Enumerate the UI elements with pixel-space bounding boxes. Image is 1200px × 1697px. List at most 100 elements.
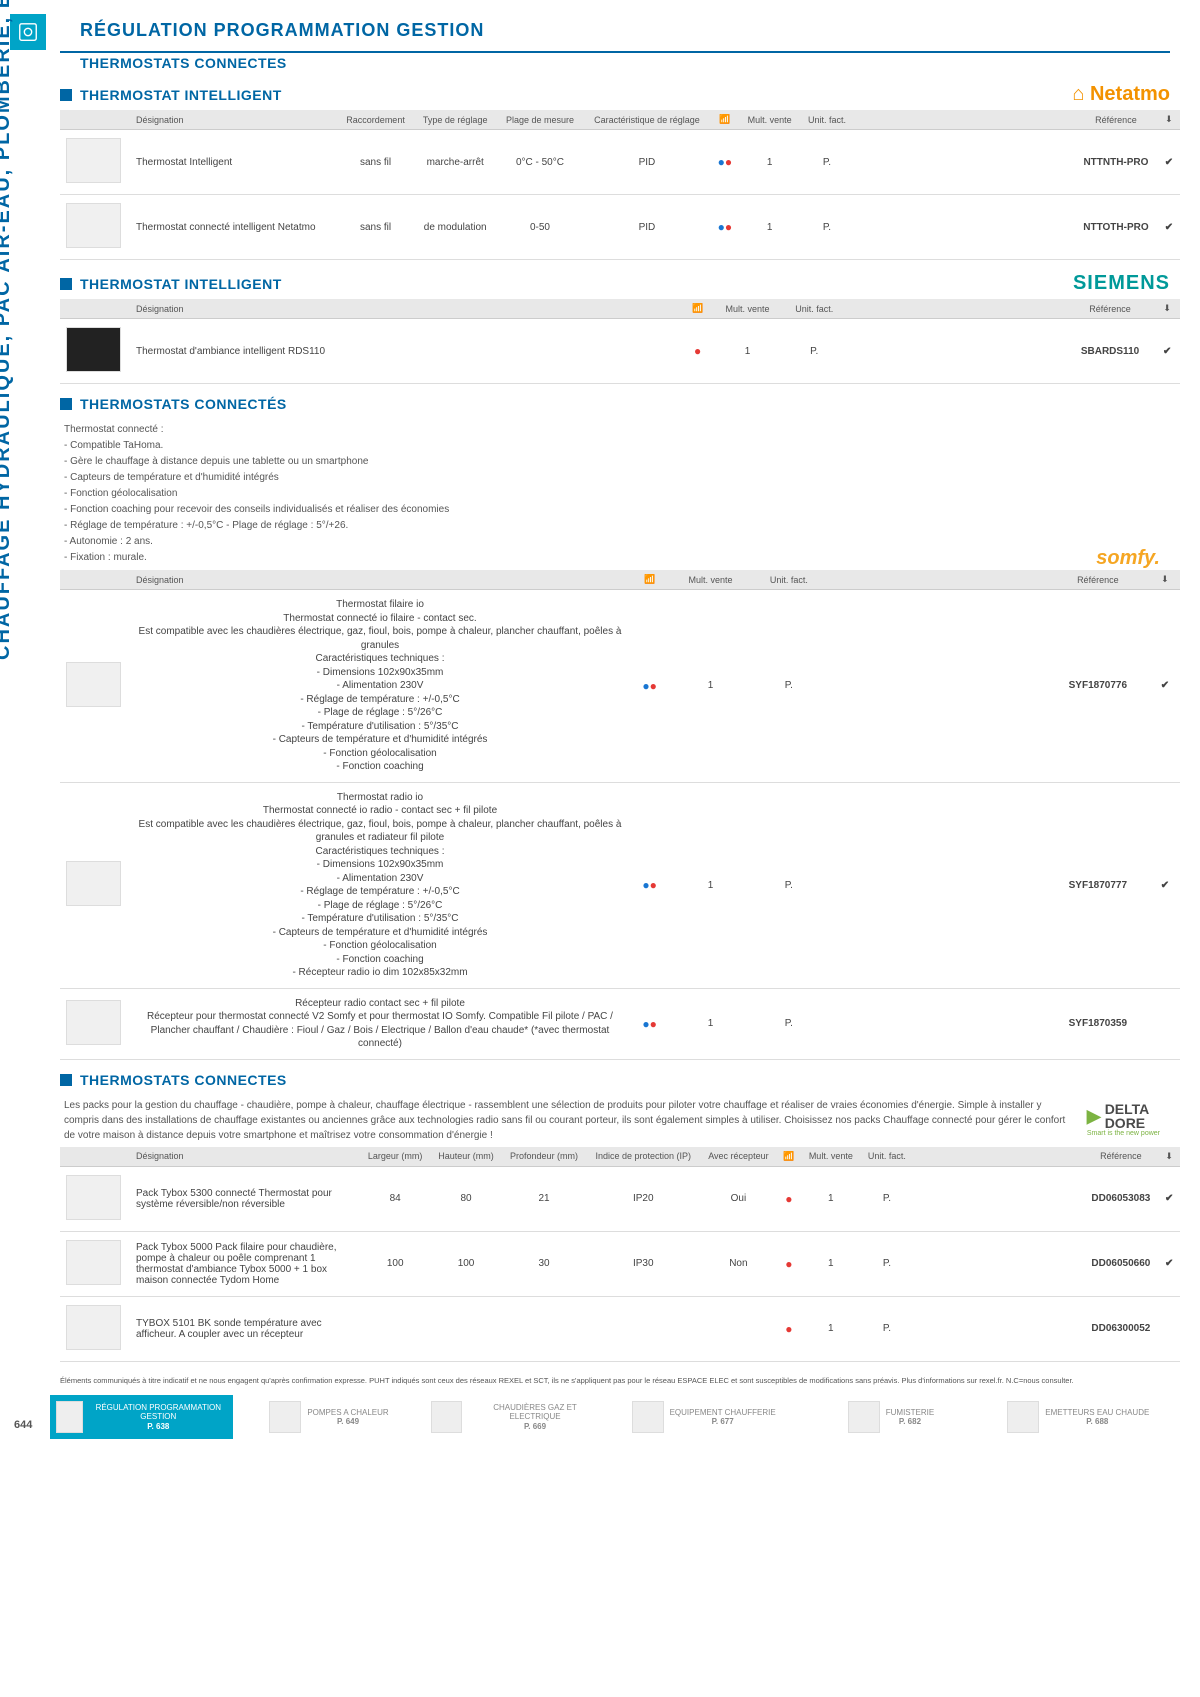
col-largeur: Largeur (mm)	[360, 1147, 430, 1167]
cell-reference: SYF1870359	[1046, 988, 1150, 1059]
col-wifi: 📶	[777, 1147, 802, 1167]
footer-thumb	[56, 1401, 83, 1433]
product-image	[66, 861, 121, 906]
product-image	[66, 1175, 121, 1220]
cell-reference: DD06300052	[1083, 1296, 1158, 1361]
footer-thumb	[431, 1401, 462, 1433]
cell-reference: DD06050660	[1083, 1231, 1158, 1296]
cell-raccordement: sans fil	[337, 130, 413, 195]
brand-logo-deltadore: ▶DELTADORE Smart is the new power	[1087, 1102, 1160, 1137]
col-ref: Référence	[1046, 570, 1150, 590]
product-image	[66, 1240, 121, 1285]
footer-thumb	[632, 1401, 664, 1433]
page-subtitle: THERMOSTATS CONNECTES	[80, 55, 1170, 71]
table-row: Thermostat connecté intelligent Netatmo …	[60, 195, 1180, 260]
table-row: TYBOX 5101 BK sonde température avec aff…	[60, 1296, 1180, 1361]
col-ref: Référence	[1074, 110, 1158, 130]
col-wifi: 📶	[711, 110, 740, 130]
cell-designation: Thermostat radio ioThermostat connecté i…	[130, 782, 630, 988]
cell-profondeur: 30	[502, 1231, 587, 1296]
col-hauteur: Hauteur (mm)	[430, 1147, 501, 1167]
cell-icons: ●	[683, 319, 712, 384]
page-title: RÉGULATION PROGRAMMATION GESTION	[80, 20, 1170, 41]
brand-logo-siemens: SIEMENS	[1073, 272, 1170, 295]
cell-largeur: 100	[360, 1231, 430, 1296]
cell-reference: SYF1870777	[1046, 782, 1150, 988]
cell-stock: ✔	[1158, 1231, 1180, 1296]
cell-unit: P.	[752, 782, 826, 988]
cell-stock: ✔	[1158, 130, 1180, 195]
col-stock: ⬇	[1154, 299, 1180, 319]
col-plage: Plage de mesure	[497, 110, 584, 130]
product-table: Désignation Raccordement Type de réglage…	[60, 110, 1180, 260]
col-designation: Désignation	[130, 299, 383, 319]
footer-thumb	[848, 1401, 880, 1433]
cell-icons: ●●	[630, 590, 669, 783]
product-table: Désignation 📶 Mult. vente Unit. fact. Ré…	[60, 570, 1180, 1060]
cell-unit: P.	[783, 319, 846, 384]
cell-designation: Pack Tybox 5300 connecté Thermostat pour…	[130, 1166, 360, 1231]
cell-icons: ●●	[630, 988, 669, 1059]
cell-type: de modulation	[414, 195, 497, 260]
brand-logo-netatmo: Netatmo	[1072, 83, 1170, 106]
product-image	[66, 1305, 121, 1350]
bullet-icon	[60, 1074, 72, 1086]
table-row: Thermostat d'ambiance intelligent RDS110…	[60, 319, 1180, 384]
table-row: Récepteur radio contact sec + fil pilote…	[60, 988, 1180, 1059]
col-recepteur: Avec récepteur	[700, 1147, 777, 1167]
cell-unit: P.	[752, 590, 826, 783]
section-title: THERMOSTATS CONNECTÉS	[80, 396, 287, 412]
cell-mult: 1	[739, 130, 800, 195]
cell-icons: ●	[777, 1166, 802, 1231]
col-stock: ⬇	[1158, 110, 1180, 130]
cell-reference: SBARDS110	[1066, 319, 1155, 384]
sidebar-category: CHAUFFAGE HYDRAULIQUE, PAC AIR-EAU, PLOM…	[0, 0, 15, 660]
cell-reference: NTTNTH-PRO	[1074, 130, 1158, 195]
footer-nav-item[interactable]: FUMISTERIEP. 682	[799, 1395, 982, 1439]
cell-unit: P.	[860, 1166, 913, 1231]
col-unit: Unit. fact.	[860, 1147, 913, 1167]
product-table: Désignation 📶 Mult. vente Unit. fact. Ré…	[60, 299, 1180, 384]
cell-designation: Récepteur radio contact sec + fil pilote…	[130, 988, 630, 1059]
cell-mult: 1	[739, 195, 800, 260]
footer-nav-item[interactable]: RÉGULATION PROGRAMMATION GESTIONP. 638	[50, 1395, 233, 1439]
brand-logo-somfy: somfy.	[1096, 547, 1160, 570]
cell-unit: P.	[752, 988, 826, 1059]
product-image	[66, 1000, 121, 1045]
cell-stock: ✔	[1158, 195, 1180, 260]
section-title: THERMOSTAT INTELLIGENT	[80, 87, 282, 103]
cell-hauteur: 80	[430, 1166, 501, 1231]
cell-mult: 1	[801, 1296, 860, 1361]
footer-nav-item[interactable]: CHAUDIÈRES GAZ ET ELECTRIQUEP. 669	[425, 1395, 608, 1439]
cell-plage: 0-50	[497, 195, 584, 260]
section-description: Les packs pour la gestion du chauffage -…	[64, 1098, 1067, 1143]
col-stock: ⬇	[1150, 570, 1180, 590]
section-title: THERMOSTAT INTELLIGENT	[80, 276, 282, 292]
cell-icons: ●	[777, 1231, 802, 1296]
col-profondeur: Profondeur (mm)	[502, 1147, 587, 1167]
cell-reference: SYF1870776	[1046, 590, 1150, 783]
cell-type: marche-arrêt	[414, 130, 497, 195]
cell-stock	[1150, 988, 1180, 1059]
table-row: Pack Tybox 5300 connecté Thermostat pour…	[60, 1166, 1180, 1231]
footer-nav-item[interactable]: EMETTEURS EAU CHAUDEP. 688	[987, 1395, 1170, 1439]
cell-designation: Pack Tybox 5000 Pack filaire pour chaudi…	[130, 1231, 360, 1296]
bullet-icon	[60, 398, 72, 410]
page-number: 644	[14, 1419, 32, 1431]
col-unit: Unit. fact.	[783, 299, 846, 319]
table-row: Pack Tybox 5000 Pack filaire pour chaudi…	[60, 1231, 1180, 1296]
table-row: Thermostat filaire ioThermostat connecté…	[60, 590, 1180, 783]
section-title: THERMOSTATS CONNECTES	[80, 1072, 287, 1088]
col-type: Type de réglage	[414, 110, 497, 130]
footer-nav-item[interactable]: EQUIPEMENT CHAUFFERIEP. 677	[612, 1395, 795, 1439]
cell-stock: ✔	[1154, 319, 1180, 384]
col-designation: Désignation	[130, 570, 630, 590]
product-image	[66, 662, 121, 707]
cell-mult: 1	[669, 590, 752, 783]
col-wifi: 📶	[683, 299, 712, 319]
cell-raccordement: sans fil	[337, 195, 413, 260]
footnote: Éléments communiqués à titre indicatif e…	[60, 1376, 1160, 1386]
cell-stock: ✔	[1158, 1166, 1180, 1231]
cell-icons: ●	[777, 1296, 802, 1361]
footer-nav-item[interactable]: POMPES A CHALEURP. 649	[237, 1395, 420, 1439]
